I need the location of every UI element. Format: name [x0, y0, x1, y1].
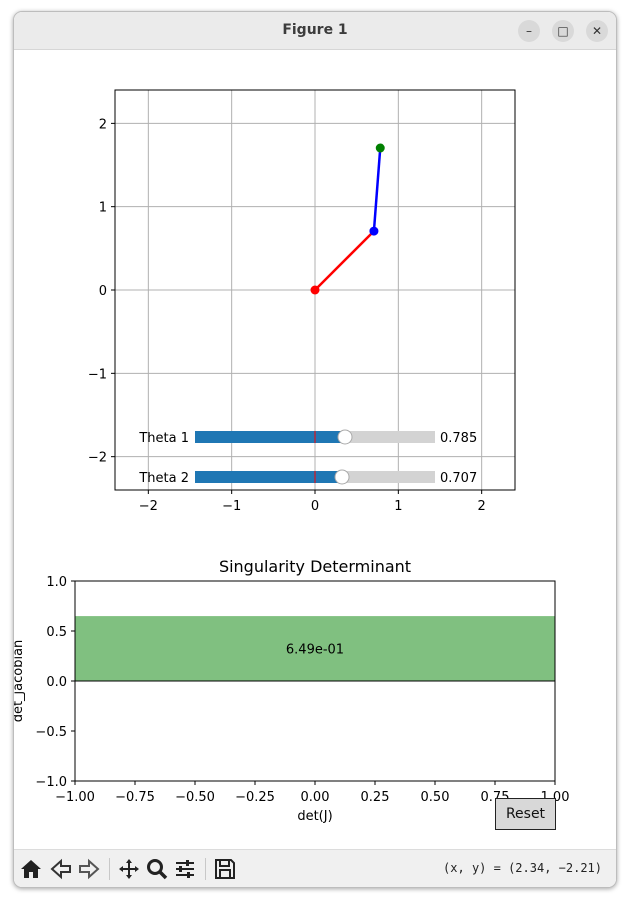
determinant-chart: Singularity Determinant 6.49e-01 −1.00 −0… [14, 557, 569, 824]
x-tick-label: 2 [478, 499, 486, 514]
window-title: Figure 1 [282, 22, 348, 38]
x-tick-label: −0.50 [175, 790, 215, 805]
det-bar [75, 616, 555, 681]
y-tick-label: −1 [88, 367, 107, 382]
slider-theta-1-label: Theta 1 [138, 431, 189, 446]
home-icon[interactable] [19, 857, 43, 881]
cursor-coordinates: (x, y) = (2.34, −2.21) [443, 861, 602, 875]
maximize-icon[interactable]: □ [552, 20, 574, 42]
y-tick-label: −2 [88, 451, 107, 466]
x-tick-label: −1.00 [55, 790, 95, 805]
y-tick-label: 0.0 [46, 675, 67, 690]
slider-theta-2[interactable]: Theta 2 0.707 [138, 469, 477, 486]
chart-y-label: det_jacobian [14, 640, 26, 723]
toolbar-separator [205, 858, 206, 880]
slider-theta-2-handle[interactable] [334, 469, 350, 485]
x-tick-label: −1 [222, 499, 241, 514]
y-tick-label: 1 [99, 201, 107, 216]
arm-joint-end_effector [375, 143, 385, 153]
y-tick-label: 1.0 [46, 575, 67, 590]
back-icon[interactable] [49, 857, 73, 881]
minimize-icon[interactable]: – [518, 20, 540, 42]
x-tick-label: 1 [394, 499, 402, 514]
y-tick-label: 0 [99, 284, 107, 299]
y-tick-label: −1.0 [35, 775, 67, 790]
x-tick-label: 0.25 [361, 790, 390, 805]
x-tick-label: 0 [311, 499, 319, 514]
pan-icon[interactable] [117, 857, 141, 881]
slider-theta-2-fill [195, 471, 343, 483]
arm-link [314, 230, 375, 291]
y-tick-label: −0.5 [35, 725, 67, 740]
toolbar-separator [109, 858, 110, 880]
arm-links [314, 147, 382, 291]
chart-title: Singularity Determinant [219, 557, 411, 576]
chart-y-ticks: 1.0 0.5 0.0 −0.5 −1.0 [35, 575, 75, 790]
arm-joint-elbow [369, 226, 379, 236]
slider-theta-2-label: Theta 2 [138, 471, 189, 486]
chart-x-ticks: −1.00−0.75−0.50−0.250.000.250.500.751.00 [55, 781, 569, 805]
title-bar: Figure 1 – □ ✕ [14, 12, 616, 50]
arm-x-ticks: −2 −1 0 1 2 [139, 490, 486, 514]
arm-joint-base [310, 285, 320, 295]
x-tick-label: 0.50 [421, 790, 450, 805]
reset-button[interactable]: Reset [495, 798, 556, 830]
det-bar-value-label: 6.49e-01 [286, 643, 344, 658]
x-tick-label: −2 [139, 499, 158, 514]
slider-theta-2-value: 0.707 [440, 471, 477, 486]
navigation-toolbar: (x, y) = (2.34, −2.21) [14, 849, 616, 887]
x-tick-label: −0.25 [235, 790, 275, 805]
slider-theta-1[interactable]: Theta 1 0.785 [138, 429, 477, 446]
arm-y-ticks: 2 1 0 −1 −2 [88, 117, 115, 466]
arm-joints [310, 143, 385, 295]
save-icon[interactable] [213, 857, 237, 881]
arm-link [372, 147, 382, 232]
x-tick-label: 0.00 [301, 790, 330, 805]
x-tick-label: −0.75 [115, 790, 155, 805]
figure-canvas: −2 −1 0 1 2 2 1 0 −1 −2 Theta 1 0.785 Theta 2 0.… [14, 89, 569, 824]
y-tick-label: 2 [99, 117, 107, 132]
slider-theta-1-value: 0.785 [440, 431, 477, 446]
chart-x-label: det(J) [297, 809, 332, 824]
slider-theta-1-handle[interactable] [337, 429, 353, 445]
slider-theta-1-fill [195, 431, 345, 443]
figure-window: Figure 1 – □ ✕ −2 −1 0 1 2 2 1 0 −1 −2 Theta 1 0… [13, 11, 617, 888]
forward-icon[interactable] [77, 857, 101, 881]
arm-plot: −2 −1 0 1 2 2 1 0 −1 −2 Theta 1 0.785 Theta 2 0.… [88, 89, 516, 514]
y-tick-label: 0.5 [46, 625, 67, 640]
close-icon[interactable]: ✕ [586, 20, 608, 42]
zoom-icon[interactable] [145, 857, 169, 881]
configure-subplots-icon[interactable] [173, 857, 197, 881]
